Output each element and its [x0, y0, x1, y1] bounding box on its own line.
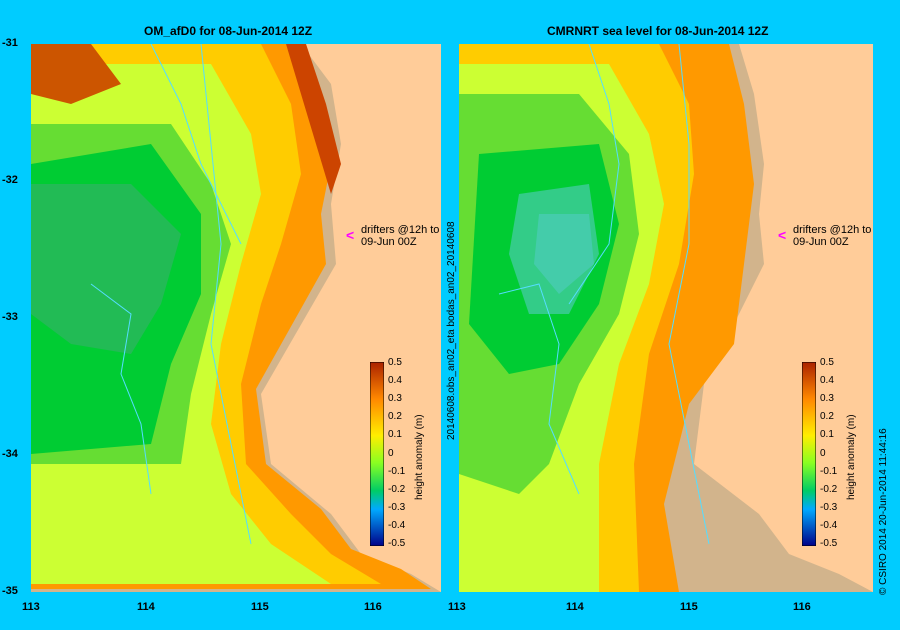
x-tick-label: 114 — [137, 601, 155, 613]
colorbar-tick: 0.1 — [388, 429, 402, 440]
colorbar-tick: 0.5 — [388, 357, 402, 368]
left-panel-title: OM_afD0 for 08-Jun-2014 12Z — [144, 24, 313, 38]
colorbar-tick: 0.4 — [820, 375, 834, 386]
drifter-arrow-icon: < — [346, 227, 355, 243]
colorbar-tick: 0.2 — [388, 411, 402, 422]
colorbar-tick: 0.2 — [820, 411, 834, 422]
colorbar-tick: -0.4 — [820, 520, 838, 531]
run-id-label: 20140608.obs_an02_eta bodas_an02_2014060… — [446, 221, 457, 440]
x-tick-label: 114 — [566, 601, 584, 613]
x-tick-label: 115 — [251, 601, 269, 613]
left-colorbar — [370, 362, 384, 546]
colorbar-tick: 0 — [388, 448, 394, 459]
colorbar-tick: -0.5 — [820, 538, 838, 549]
colorbar-tick: 0.1 — [820, 429, 834, 440]
left-map — [31, 44, 441, 592]
y-tick-label: -31 — [2, 37, 18, 49]
y-tick-label: -32 — [2, 174, 18, 186]
right-colorbar — [802, 362, 816, 546]
drifter-note-line: drifters @12h to — [793, 224, 872, 236]
x-tick-label: 113 — [448, 601, 466, 613]
colorbar-title: height anomaly (m) — [414, 414, 425, 500]
colorbar-tick: -0.4 — [388, 520, 406, 531]
colorbar-tick: 0 — [820, 448, 826, 459]
colorbar-tick: -0.2 — [388, 484, 406, 495]
copyright-timestamp: © CSIRO 2014 20-Jun-2014 11:44:16 — [878, 428, 889, 595]
left-drifter-note: drifters @12h to 09-Jun 00Z — [361, 224, 439, 248]
drifter-note-line: drifters @12h to — [361, 224, 440, 236]
colorbar-tick: 0.3 — [388, 393, 402, 404]
drifter-note-line: 09-Jun 00Z — [361, 236, 417, 248]
y-tick-label: -35 — [2, 585, 18, 597]
colorbar-tick: 0.3 — [820, 393, 834, 404]
colorbar-tick: -0.1 — [388, 466, 406, 477]
y-tick-label: -33 — [2, 311, 18, 323]
right-map — [459, 44, 873, 592]
colorbar-tick: 0.4 — [388, 375, 402, 386]
y-tick-label: -34 — [2, 448, 18, 460]
colorbar-tick: -0.5 — [388, 538, 406, 549]
x-tick-label: 116 — [793, 601, 811, 613]
colorbar-title: height anomaly (m) — [846, 414, 857, 500]
drifter-arrow-icon: < — [778, 227, 787, 243]
right-drifter-note: drifters @12h to 09-Jun 00Z — [793, 224, 871, 248]
drifter-note-line: 09-Jun 00Z — [793, 236, 849, 248]
colorbar-tick: -0.3 — [820, 502, 838, 513]
colorbar-tick: -0.1 — [820, 466, 838, 477]
x-tick-label: 115 — [680, 601, 698, 613]
x-tick-label: 116 — [364, 601, 382, 613]
colorbar-tick: -0.3 — [388, 502, 406, 513]
x-tick-label: 113 — [22, 601, 40, 613]
right-panel-title: CMRNRT sea level for 08-Jun-2014 12Z — [547, 24, 769, 38]
colorbar-tick: 0.5 — [820, 357, 834, 368]
colorbar-tick: -0.2 — [820, 484, 838, 495]
